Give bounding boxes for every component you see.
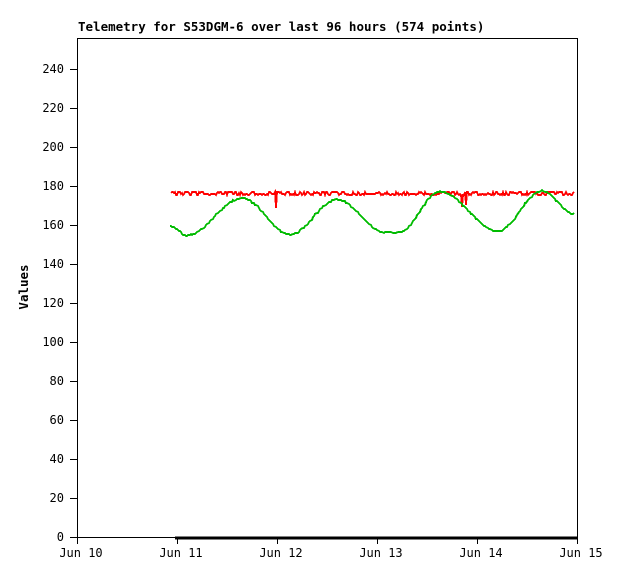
y-tick-label: 120: [42, 296, 64, 310]
y-axis-label: Values: [16, 264, 31, 309]
y-tick-label: 20: [50, 491, 64, 505]
x-tick-label: Jun 15: [559, 546, 602, 560]
y-tick-label: 60: [50, 413, 64, 427]
y-tick-label: 180: [42, 179, 64, 193]
x-tick-label: Jun 11: [159, 546, 202, 560]
y-tick-label: 220: [42, 101, 64, 115]
x-tick-label: Jun 13: [359, 546, 402, 560]
y-tick-label: 240: [42, 62, 64, 76]
y-tick-label: 0: [57, 530, 64, 544]
plot-generated-group: 0 20 40 60 80 100 120 140 160 180 200 220 240 Jun 10 J…: [42, 38, 603, 560]
y-tick-label: 80: [50, 374, 64, 388]
y-tick-label: 100: [42, 335, 64, 349]
y-tick-label: 140: [42, 257, 64, 271]
x-tick-label: Jun 12: [259, 546, 302, 560]
x-tick-label: Jun 14: [459, 546, 502, 560]
red-telemetry-line: [170, 188, 575, 209]
y-tick-label: 40: [50, 452, 64, 466]
y-tick-label: 200: [42, 140, 64, 154]
plot-border: [77, 38, 578, 538]
chart-title: Telemetry for S53DGM-6 over last 96 hour…: [78, 19, 484, 34]
y-tick-label: 160: [42, 218, 64, 232]
green-telemetry-line: [170, 188, 575, 237]
x-tick-label: Jun 10: [59, 546, 102, 560]
